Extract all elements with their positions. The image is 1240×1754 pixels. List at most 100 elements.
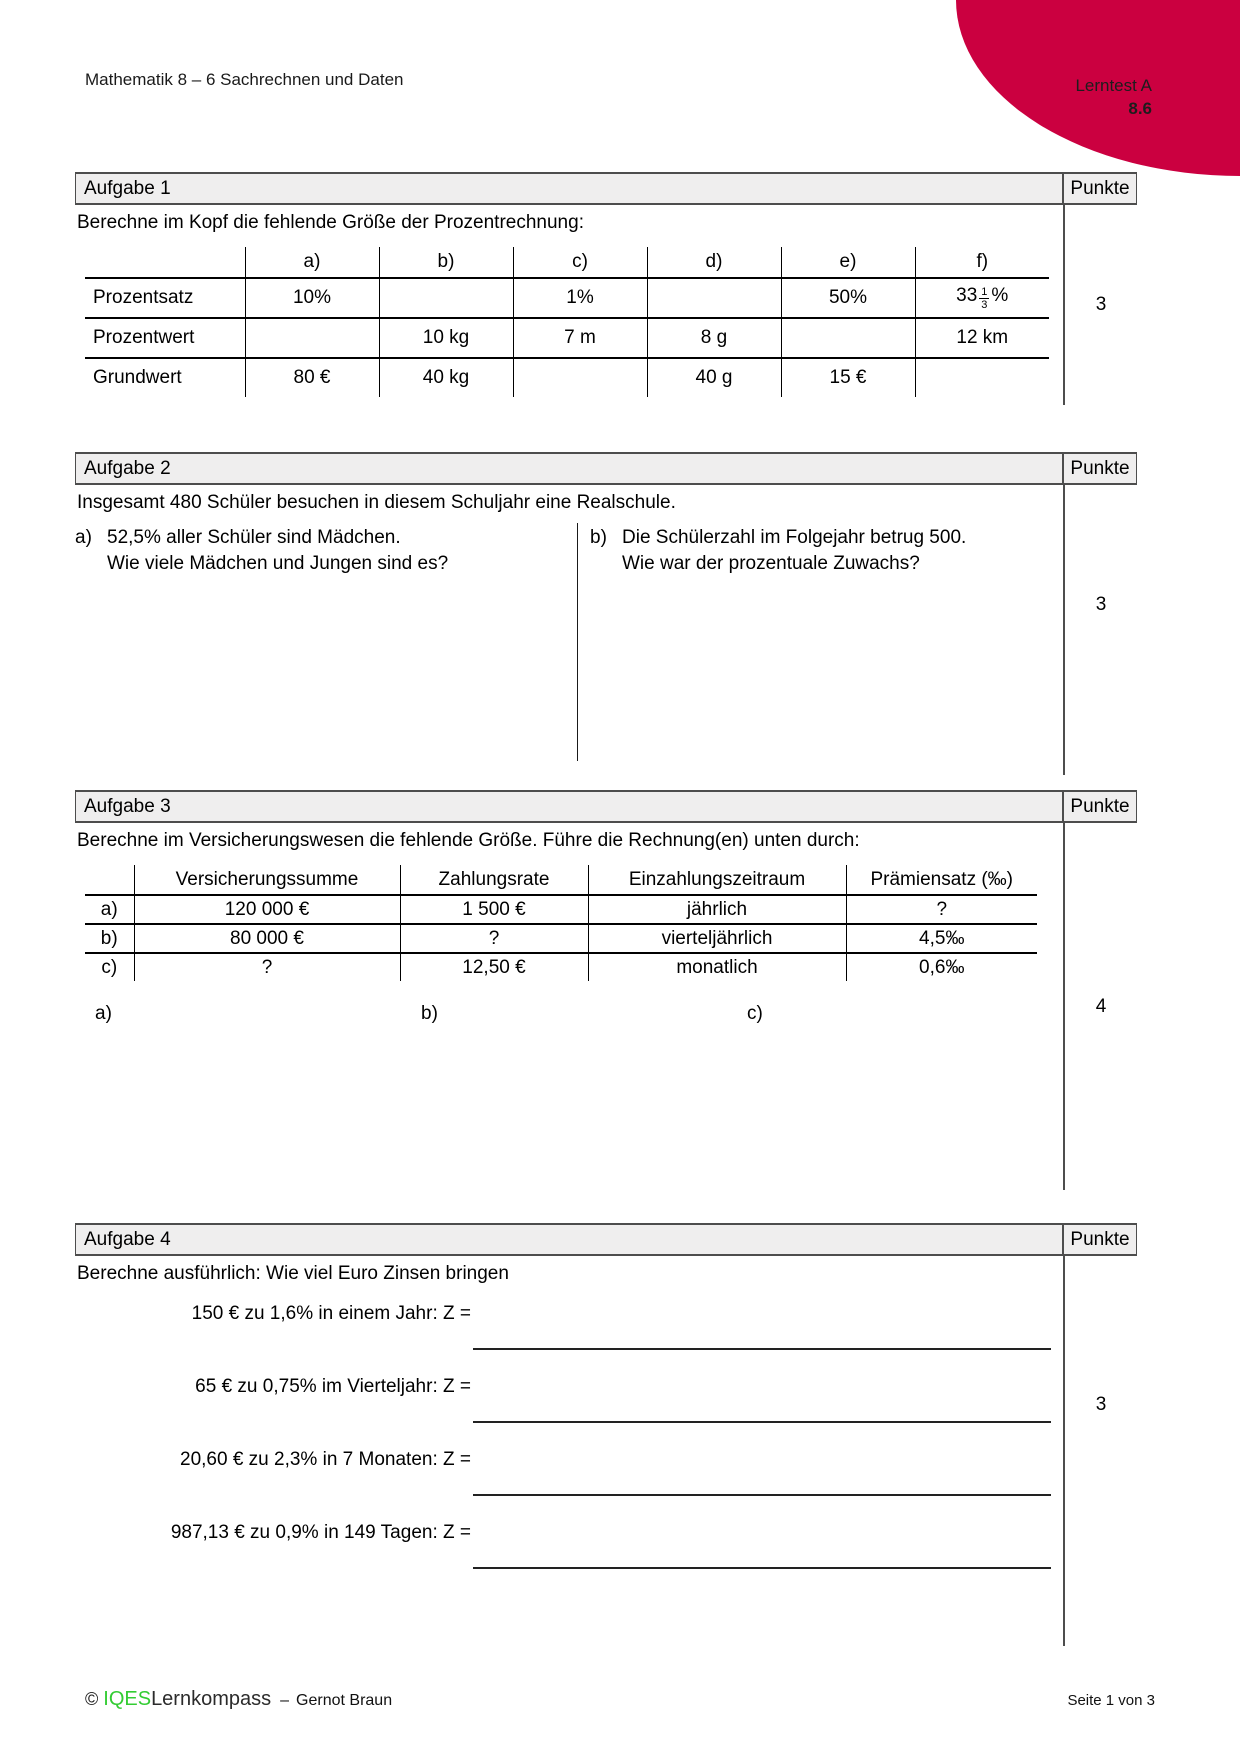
points-value: 3: [1095, 594, 1107, 615]
zins-item: 987,13 € zu 0,9% in 149 Tagen: Z =: [75, 1521, 1063, 1594]
table-header-row: a) b) c) d) e) f): [85, 247, 1049, 279]
work-label-a: a): [95, 1003, 112, 1024]
task-4-intro: Berechne ausführlich: Wie viel Euro Zins…: [77, 1263, 509, 1284]
task-1-title: Aufgabe 1: [84, 177, 171, 199]
row-label: Prozentsatz: [85, 278, 245, 319]
task-2-intro: Insgesamt 480 Schüler besuchen in diesem…: [77, 492, 676, 513]
part-a: a) 52,5% aller Schüler sind Mädchen. Wie…: [75, 523, 577, 761]
fraction-unit: %: [991, 285, 1009, 306]
row-label: a): [85, 895, 134, 925]
zins-label: 65 € zu 0,75% im Vierteljahr: Z =: [195, 1376, 471, 1397]
table-cell: [646, 278, 781, 319]
table-cell: 12 km: [914, 318, 1049, 359]
table-cell: 80 000 €: [133, 924, 400, 954]
task-4-items: 150 € zu 1,6% in einem Jahr: Z = 65 € zu…: [75, 1302, 1063, 1594]
task-2-title: Aufgabe 2: [84, 457, 171, 479]
points-value: 3: [1095, 1394, 1107, 1415]
table-cell: vierteljährlich: [587, 924, 846, 954]
part-b: b) Die Schülerzahl im Folgejahr betrug 5…: [577, 523, 1063, 761]
points-header: Punkte: [1062, 792, 1136, 821]
points-header: Punkte: [1062, 454, 1136, 483]
fraction-numerator: 1: [979, 286, 990, 299]
points-value: 4: [1095, 995, 1107, 1017]
table-cell: ?: [845, 895, 1037, 925]
zins-item: 20,60 € zu 2,3% in 7 Monaten: Z =: [75, 1448, 1063, 1521]
row-label: Prozentwert: [85, 318, 245, 359]
task-1-header-bar: Aufgabe 1 Punkte: [75, 172, 1137, 205]
corner-cell: [85, 865, 134, 896]
copyright-icon: ©: [85, 1689, 99, 1709]
zins-item: 65 € zu 0,75% im Vierteljahr: Z =: [75, 1375, 1063, 1448]
col-header-premium: Prämiensatz (‰): [845, 865, 1037, 896]
table-cell: 50%: [780, 278, 915, 319]
table-row: c) ? 12,50 € monatlich 0,6‰: [85, 953, 1037, 981]
table-row: Prozentwert 10 kg 7 m 8 g 12 km: [85, 318, 1049, 359]
task-2-header-bar: Aufgabe 2 Punkte: [75, 452, 1137, 485]
row-label: c): [101, 956, 118, 978]
col-header-b: b): [378, 247, 513, 279]
table-cell: 80 €: [244, 358, 379, 397]
table-cell: jährlich: [587, 895, 846, 925]
part-a-line2: Wie viele Mädchen und Jungen sind es?: [107, 553, 449, 574]
table-cell: 1%: [512, 278, 647, 319]
answer-line: [473, 1567, 1051, 1569]
test-variant-label: Lerntest A: [1075, 76, 1152, 95]
work-label-c: c): [747, 1003, 763, 1024]
table-header-row: Versicherungssumme Zahlungsrate Einzahlu…: [85, 865, 1037, 896]
task-3-header-bar: Aufgabe 3 Punkte: [75, 790, 1137, 823]
brand-iqes: IQES: [103, 1688, 152, 1710]
table-cell-fraction: 33 1 3%: [914, 278, 1049, 319]
corner-cell: [85, 247, 245, 279]
table-cell: [914, 358, 1049, 397]
task-3-title: Aufgabe 3: [84, 795, 171, 817]
table-cell: 15 €: [780, 358, 915, 397]
table-cell: [780, 318, 915, 359]
zins-label: 987,13 € zu 0,9% in 149 Tagen: Z =: [170, 1522, 471, 1543]
part-b-line1: Die Schülerzahl im Folgejahr betrug 500.: [622, 527, 967, 548]
part-a-label: a): [75, 527, 92, 548]
task-3-intro: Berechne im Versicherungswesen die fehle…: [77, 830, 860, 851]
table-cell: 7 m: [512, 318, 647, 359]
col-header-d: d): [646, 247, 781, 279]
col-header-a: a): [244, 247, 379, 279]
task-1: Aufgabe 1 Punkte Berechne im Kopf die fe…: [75, 172, 1137, 405]
points-value: 3: [1095, 294, 1107, 315]
points-header: Punkte: [1062, 174, 1136, 203]
table-row: b) 80 000 € ? vierteljährlich 4,5‰: [85, 924, 1037, 954]
table-cell: 1 500 €: [399, 895, 588, 925]
table-cell: 10 kg: [378, 318, 513, 359]
task-4: Aufgabe 4 Punkte Berechne ausführlich: W…: [75, 1223, 1137, 1646]
table-cell: monatlich: [587, 953, 846, 981]
zins-label: 150 € zu 1,6% in einem Jahr: Z =: [191, 1303, 471, 1324]
col-header-rate: Zahlungsrate: [399, 865, 588, 896]
table-cell: ?: [399, 924, 588, 954]
table-cell: 4,5‰: [845, 924, 1037, 954]
col-header-c: c): [512, 247, 647, 279]
task-2-points: 3: [1063, 485, 1137, 775]
part-b-line2: Wie war der prozentuale Zuwachs?: [622, 553, 920, 574]
table-cell: [244, 318, 379, 359]
task-1-points: 3: [1063, 205, 1137, 405]
row-label: b): [85, 924, 134, 954]
part-a-text: 52,5% aller Schüler sind Mädchen. Wie vi…: [107, 525, 577, 577]
table-cell: 12,50 €: [399, 953, 588, 981]
answer-line: [473, 1494, 1051, 1496]
table-cell: 40 kg: [378, 358, 513, 397]
answer-line: [473, 1421, 1051, 1423]
task-2: Aufgabe 2 Punkte Insgesamt 480 Schüler b…: [75, 452, 1137, 775]
col-header-f: f): [914, 247, 1049, 279]
answer-line: [473, 1348, 1051, 1350]
task-3-points: 4: [1063, 823, 1137, 1190]
task-3-work-area: a) b) c): [85, 1003, 1063, 1025]
insurance-table: Versicherungssumme Zahlungsrate Einzahlu…: [85, 865, 1037, 981]
footer-author: Gernot Braun: [296, 1692, 393, 1709]
task-2-parts: a) 52,5% aller Schüler sind Mädchen. Wie…: [75, 523, 1063, 761]
task-4-title: Aufgabe 4: [84, 1228, 171, 1250]
page-indicator: Seite 1 von 3: [1067, 1692, 1155, 1709]
zins-label: 20,60 € zu 2,3% in 7 Monaten: Z =: [180, 1449, 471, 1470]
task-4-points: 3: [1063, 1256, 1137, 1646]
table-cell: 8 g: [646, 318, 781, 359]
course-title: Mathematik 8 – 6 Sachrechnen und Daten: [85, 70, 404, 89]
